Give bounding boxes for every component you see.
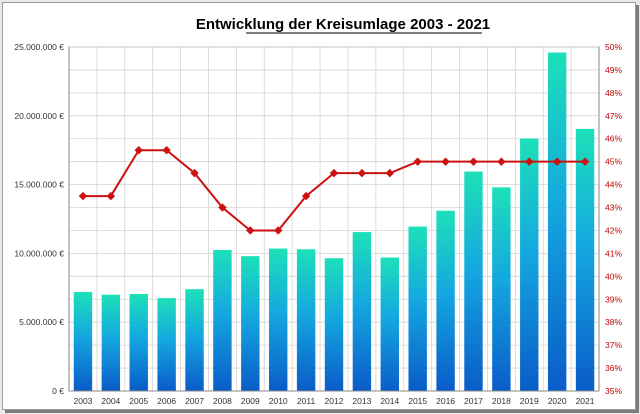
y-right-tick-label: 44% xyxy=(605,180,622,190)
x-tick-label: 2012 xyxy=(325,396,344,406)
x-tick-label: 2007 xyxy=(185,396,204,406)
chart-svg: Entwicklung der Kreisumlage 2003 - 2021 … xyxy=(14,16,622,406)
y-left-tick-label: 10.000.000 € xyxy=(14,248,64,258)
x-tick-label: 2014 xyxy=(380,396,399,406)
x-tick-label: 2004 xyxy=(101,396,120,406)
y-right-tick-label: 39% xyxy=(605,294,622,304)
line-point xyxy=(329,168,339,178)
line-point xyxy=(218,203,227,212)
bar xyxy=(547,52,567,392)
line-point xyxy=(162,146,171,155)
y-right-tick-label: 48% xyxy=(605,88,622,98)
bar xyxy=(129,293,148,391)
line-point xyxy=(78,191,88,201)
line-point xyxy=(580,157,590,166)
line-point xyxy=(246,226,255,235)
x-tick-label: 2018 xyxy=(492,396,511,406)
y-right-tick-label: 47% xyxy=(605,111,622,121)
y-right-tick-label: 45% xyxy=(605,157,622,167)
line-point xyxy=(301,191,311,201)
bar xyxy=(241,256,260,391)
line-point xyxy=(525,157,534,166)
x-tick-label: 2010 xyxy=(269,396,288,406)
y-right-tick-label: 42% xyxy=(605,225,622,235)
bar xyxy=(352,232,372,391)
line-point xyxy=(469,157,478,166)
y-left-tick-label: 15.000.000 € xyxy=(14,180,64,190)
x-tick-label: 2006 xyxy=(157,396,176,406)
chart-frame: Entwicklung der Kreisumlage 2003 - 2021 … xyxy=(2,2,636,410)
bar xyxy=(324,258,344,391)
line-point xyxy=(134,146,143,155)
line-point xyxy=(497,157,506,166)
y-right-tick-label: 36% xyxy=(605,363,622,373)
bar xyxy=(520,138,539,391)
bar xyxy=(73,291,93,391)
bar xyxy=(408,226,427,391)
x-tick-label: 2020 xyxy=(548,396,567,406)
bar xyxy=(157,298,176,391)
bar xyxy=(436,210,455,391)
y-right-tick-label: 35% xyxy=(605,386,622,396)
bar xyxy=(185,289,204,391)
x-tick-label: 2003 xyxy=(73,396,92,406)
x-tick-label: 2011 xyxy=(297,396,316,406)
y-right-tick-label: 41% xyxy=(605,248,622,258)
line-point xyxy=(106,191,116,201)
y-left-tick-label: 0 € xyxy=(52,386,64,396)
y-right-tick-label: 46% xyxy=(605,134,622,144)
bar xyxy=(269,248,288,391)
line-point xyxy=(274,226,283,235)
x-tick-label: 2013 xyxy=(352,396,371,406)
y-right-tick-label: 50% xyxy=(605,42,622,52)
bar xyxy=(575,128,595,391)
x-tick-label: 2021 xyxy=(576,396,595,406)
y-right-tick-label: 49% xyxy=(605,65,622,75)
y-left-tick-label: 5.000.000 € xyxy=(19,317,64,327)
x-tick-label: 2009 xyxy=(241,396,260,406)
chart-title: Entwicklung der Kreisumlage 2003 - 2021 xyxy=(196,16,490,33)
y-right-tick-label: 38% xyxy=(605,317,622,327)
bar xyxy=(492,187,511,391)
y-right-tick-label: 37% xyxy=(605,340,622,350)
x-tick-label: 2017 xyxy=(464,396,483,406)
y-left-tick-label: 25.000.000 € xyxy=(14,42,64,52)
line-point xyxy=(190,168,199,178)
line-point xyxy=(413,157,422,166)
line-point xyxy=(357,168,367,178)
y-right-tick-label: 43% xyxy=(605,203,622,213)
bar xyxy=(213,249,232,391)
line-point xyxy=(385,168,394,178)
x-tick-label: 2008 xyxy=(213,396,232,406)
line-point xyxy=(552,157,562,166)
x-tick-label: 2016 xyxy=(436,396,455,406)
x-tick-label: 2005 xyxy=(129,396,148,406)
line-point xyxy=(441,157,450,166)
bar xyxy=(296,249,316,391)
x-tick-label: 2019 xyxy=(520,396,539,406)
bar xyxy=(464,171,483,391)
x-tick-label: 2015 xyxy=(408,396,427,406)
bar xyxy=(101,294,121,391)
y-right-tick-label: 40% xyxy=(605,271,622,281)
y-left-tick-label: 20.000.000 € xyxy=(14,111,64,121)
plot-area: 35% 36% 37% 38% 39% 40% 41% 42% 43% 44% 45% 46% 47% 4… xyxy=(14,42,622,406)
bar xyxy=(380,257,399,391)
